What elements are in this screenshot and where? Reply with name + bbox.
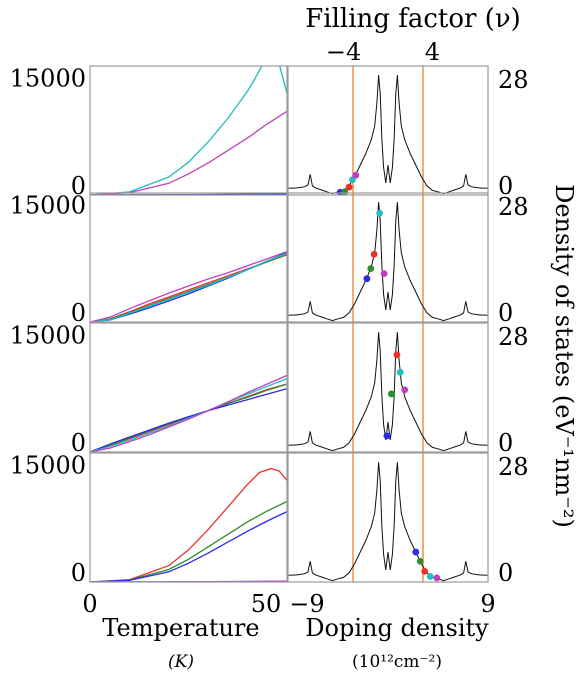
left-panel-4	[90, 467, 287, 582]
y-tick-label: 0	[498, 172, 513, 200]
right-panel-frame	[287, 65, 489, 196]
series-line-1	[90, 467, 287, 582]
y-tick-label: 15000	[10, 322, 86, 350]
top-axis-title: Filling factor (ν)	[305, 4, 521, 34]
top-x-tick-label: −4	[326, 38, 361, 66]
series-line-5	[90, 374, 287, 452]
data-point-marker	[345, 183, 353, 191]
data-point-marker	[416, 557, 424, 565]
y-tick-label: 15000	[10, 65, 86, 93]
data-point-marker	[383, 432, 391, 440]
series-line-3	[90, 511, 287, 582]
data-point-marker	[367, 265, 375, 272]
x-tick-label: 9	[480, 590, 495, 618]
right-panel-2	[288, 193, 488, 322]
right-panel-1	[288, 66, 488, 195]
left-x-axis-unit: (K)	[168, 652, 194, 672]
data-point-marker	[421, 568, 429, 575]
dos-curve	[288, 462, 488, 582]
series-line-4	[90, 377, 287, 452]
y-tick-label: 28	[498, 66, 529, 94]
y-tick-label: 0	[498, 559, 513, 587]
series-line-4	[90, 66, 287, 195]
left-panel-frame	[89, 192, 288, 323]
left-panel-frame	[89, 452, 288, 583]
y-tick-label: 0	[71, 559, 86, 587]
series-line-5	[90, 250, 287, 322]
data-point-marker	[393, 351, 401, 359]
top-x-tick-label: 4	[425, 38, 440, 66]
right-panel-frame	[287, 322, 489, 453]
data-point-marker	[426, 573, 434, 580]
right-panel-frame	[287, 452, 489, 583]
dos-curve	[288, 332, 488, 452]
data-point-marker	[396, 368, 404, 376]
y-tick-label: 28	[498, 323, 529, 351]
data-point-marker	[363, 275, 371, 283]
series-line-2	[90, 253, 287, 322]
x-tick-label: 0	[82, 590, 97, 618]
series-line-3	[90, 388, 287, 452]
x-tick-label: −9	[289, 590, 324, 618]
left-panel-2	[90, 250, 287, 322]
series-line-5	[90, 110, 287, 195]
y-tick-label: 0	[71, 299, 86, 327]
y-tick-label: 0	[71, 429, 86, 457]
right-y-axis-title: Density of states (eV⁻¹nm⁻²)	[550, 184, 578, 528]
y-tick-label: 0	[71, 172, 86, 200]
data-point-marker	[387, 390, 395, 398]
x-tick-label: 50	[251, 590, 282, 618]
right-panel-frame	[287, 192, 489, 323]
dos-curve	[288, 75, 488, 195]
y-tick-label: 28	[498, 193, 529, 221]
y-tick-label: 15000	[10, 452, 86, 480]
series-line-2	[90, 500, 287, 582]
data-point-marker	[352, 171, 360, 179]
series-line-1	[90, 383, 287, 452]
y-tick-label: 28	[498, 453, 529, 481]
right-panel-4	[288, 453, 488, 582]
dos-curve	[288, 202, 488, 322]
right-x-axis-title: Doping density	[305, 614, 489, 642]
data-point-marker	[376, 209, 384, 217]
left-panel-frame	[89, 65, 288, 196]
y-tick-label: 0	[498, 299, 513, 327]
left-panel-frame	[89, 322, 288, 453]
left-panel-3	[90, 374, 287, 452]
series-line-4	[90, 252, 287, 322]
right-x-axis-unit: (10¹²cm⁻²)	[352, 652, 442, 672]
y-tick-label: 0	[498, 429, 513, 457]
data-point-marker	[433, 574, 441, 582]
right-panel-3	[288, 323, 488, 452]
left-x-axis-title: Temperature	[102, 614, 259, 642]
data-point-marker	[370, 250, 378, 258]
data-point-marker	[401, 386, 409, 394]
left-panel-1	[90, 66, 287, 195]
data-point-marker	[412, 548, 420, 556]
y-tick-label: 15000	[10, 192, 86, 220]
data-point-marker	[380, 270, 388, 278]
